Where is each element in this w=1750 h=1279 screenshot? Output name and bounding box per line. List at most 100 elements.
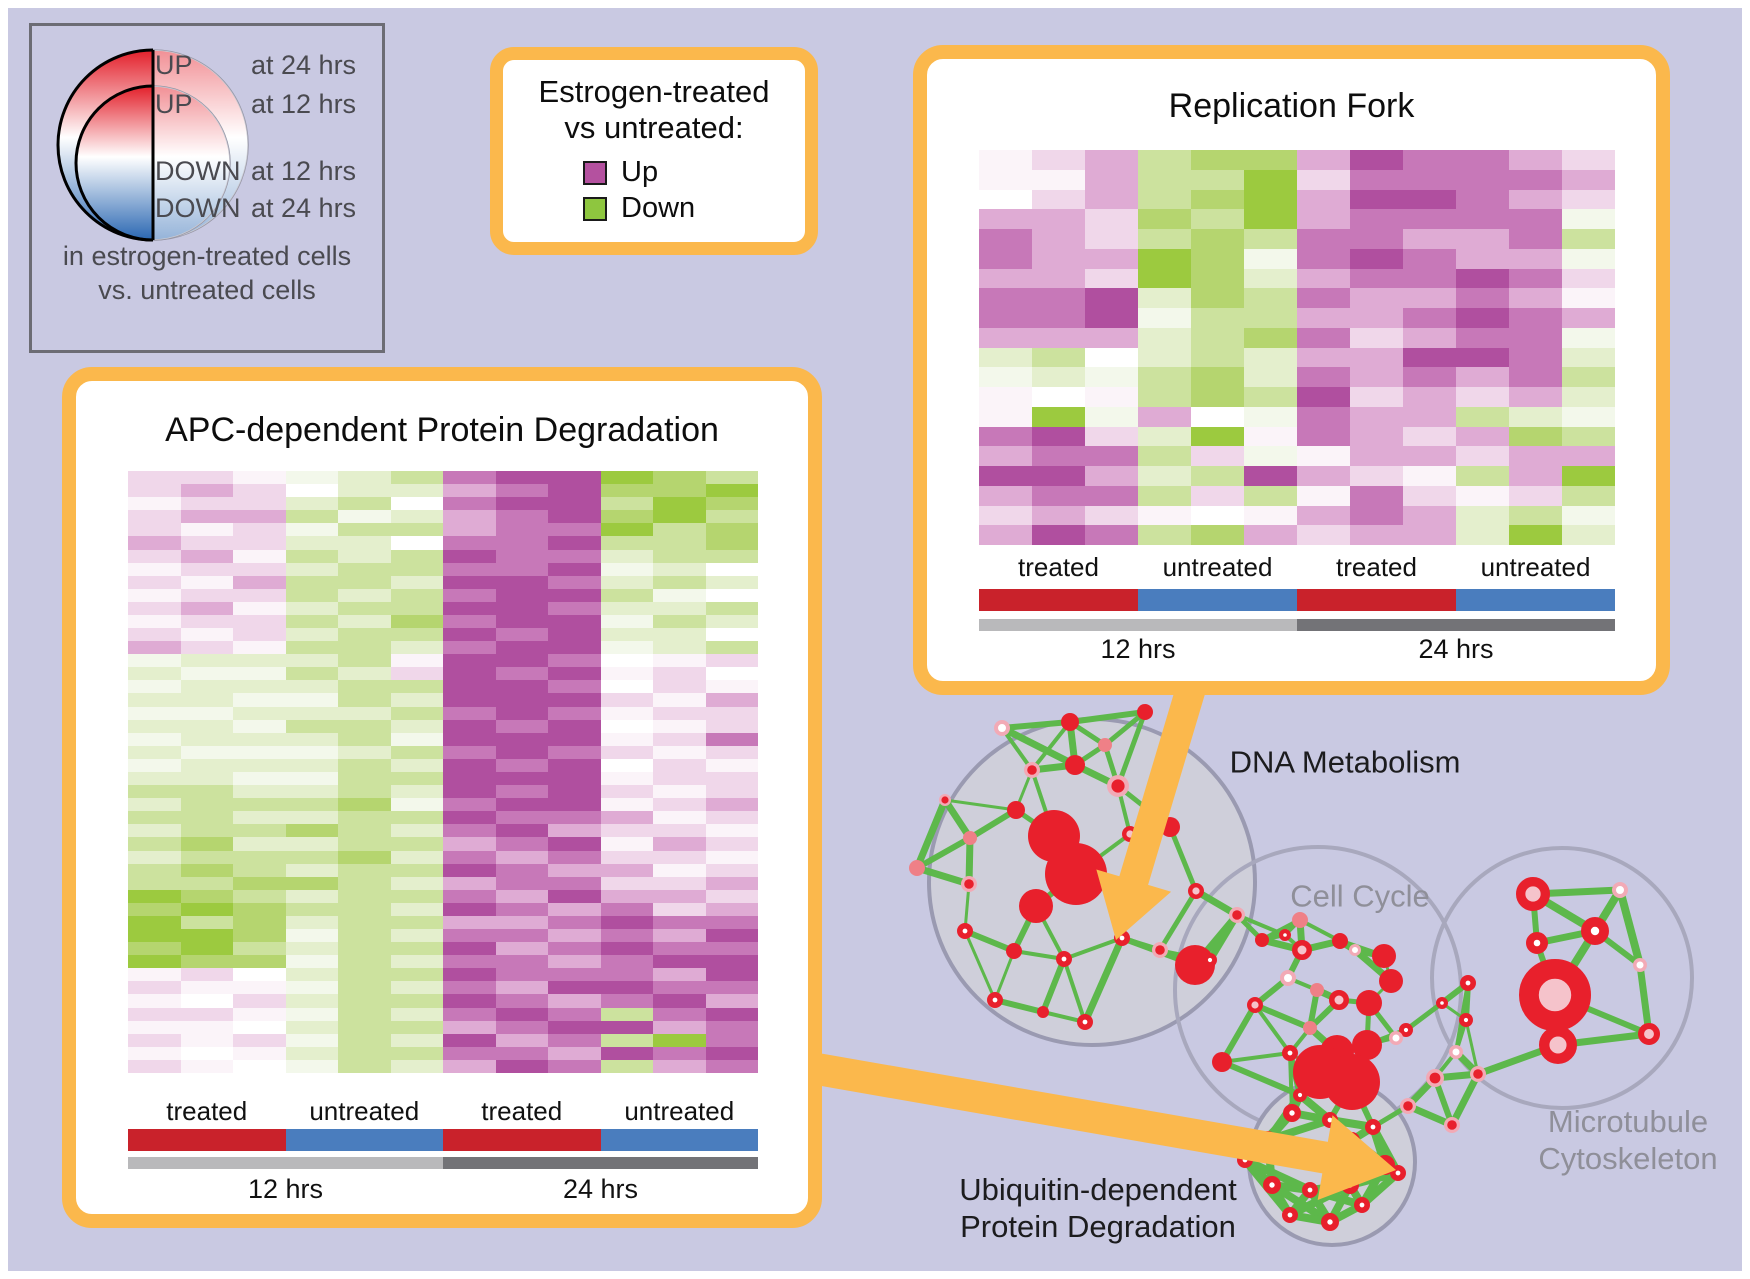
heatmap-cell bbox=[180, 601, 233, 615]
network-edge bbox=[1253, 1002, 1312, 1031]
network-edge bbox=[1103, 710, 1147, 747]
heatmap-cell bbox=[1138, 485, 1191, 506]
heatmap-cell bbox=[338, 641, 391, 655]
heatmap-cell bbox=[128, 719, 181, 733]
heatmap-cell bbox=[233, 798, 286, 812]
heatmap-cell bbox=[1456, 248, 1509, 269]
heatmap-cell bbox=[128, 850, 181, 864]
heatmap-cell bbox=[285, 968, 338, 982]
network-node bbox=[1429, 1072, 1441, 1084]
heatmap-cell bbox=[705, 667, 758, 681]
heatmap-cell bbox=[285, 628, 338, 642]
heatmap-cell bbox=[705, 601, 758, 615]
heatmap-cell bbox=[653, 758, 706, 772]
heatmap-cell bbox=[600, 968, 653, 982]
heatmap-cell bbox=[390, 510, 443, 524]
down-swatch bbox=[583, 196, 607, 221]
heatmap-cell bbox=[495, 693, 548, 707]
heatmap-cell bbox=[1191, 485, 1244, 506]
network-node bbox=[1292, 912, 1308, 928]
heatmap-cell bbox=[390, 719, 443, 733]
heatmap-cell bbox=[338, 758, 391, 772]
heatmap-cell bbox=[653, 889, 706, 903]
heatmap-cell bbox=[495, 549, 548, 563]
network-node bbox=[1019, 889, 1053, 923]
heatmap-cell bbox=[548, 968, 601, 982]
network-node bbox=[1435, 996, 1448, 1009]
heatmap-cell bbox=[705, 889, 758, 903]
heatmap-cell bbox=[1191, 189, 1244, 210]
heatmap-cell bbox=[443, 588, 496, 602]
heatmap-cell bbox=[1138, 209, 1191, 229]
network-node bbox=[956, 922, 973, 939]
heatmap-cell bbox=[128, 1020, 181, 1034]
heatmap-cell bbox=[705, 641, 758, 655]
heatmap-cell bbox=[600, 850, 653, 864]
heatmap-cell bbox=[1032, 446, 1085, 466]
heatmap-cell bbox=[443, 785, 496, 799]
heatmap-cell bbox=[180, 785, 233, 799]
network-edge bbox=[944, 798, 1017, 812]
heatmap-cell bbox=[600, 588, 653, 602]
heatmap-cell bbox=[180, 575, 233, 589]
heatmap-cell bbox=[338, 575, 391, 589]
heatmap-cell bbox=[1032, 387, 1085, 407]
heatmap-cell bbox=[979, 209, 1032, 229]
heatmap-cell bbox=[180, 798, 233, 812]
heatmap-cell bbox=[180, 1046, 233, 1060]
heatmap-cell bbox=[338, 798, 391, 812]
heatmap-cell bbox=[1032, 347, 1085, 368]
heatmap-cell bbox=[390, 968, 443, 982]
heatmap-cell bbox=[495, 497, 548, 511]
heatmap-cell bbox=[1297, 347, 1350, 368]
heatmap-cell bbox=[180, 929, 233, 943]
heatmap-cell bbox=[390, 654, 443, 668]
heatmap-cell bbox=[1456, 229, 1509, 249]
heatmap-cell bbox=[1085, 367, 1138, 387]
heatmap-cell bbox=[180, 523, 233, 537]
heatmap-cell bbox=[600, 654, 653, 668]
callout-arrow bbox=[797, 1050, 1396, 1200]
heatmap-cell bbox=[979, 327, 1032, 348]
heatmap-cell bbox=[495, 863, 548, 877]
heatmap-cell bbox=[600, 785, 653, 799]
heatmap-cell bbox=[390, 667, 443, 681]
heatmap-cell bbox=[233, 680, 286, 694]
heatmap-cell bbox=[338, 549, 391, 563]
heatmap-cell bbox=[979, 406, 1032, 427]
replication-fork-col-labels: treated untreated treated untreated bbox=[979, 552, 1615, 586]
heatmap-cell bbox=[1032, 288, 1085, 308]
ring-legend-graphic bbox=[56, 48, 249, 242]
heatmap-cell bbox=[1403, 406, 1456, 427]
heatmap-cell bbox=[653, 471, 706, 485]
cluster-circle-mc bbox=[1430, 846, 1694, 1110]
heatmap-cell bbox=[390, 575, 443, 589]
heatmap-cell bbox=[705, 654, 758, 668]
heatmap-cell bbox=[600, 667, 653, 681]
heatmap-cell bbox=[390, 772, 443, 786]
heatmap-cell bbox=[285, 641, 338, 655]
heatmap-cell bbox=[548, 850, 601, 864]
heatmap-cell bbox=[1350, 347, 1403, 368]
network-node bbox=[1061, 713, 1079, 731]
heatmap-cell bbox=[1244, 150, 1297, 170]
heatmap-cell bbox=[1244, 367, 1297, 387]
heatmap-cell bbox=[979, 268, 1032, 289]
heatmap-cell bbox=[1350, 387, 1403, 407]
heatmap-cell bbox=[653, 1007, 706, 1021]
heatmap-cell bbox=[128, 1033, 181, 1047]
heatmap-cell bbox=[1403, 367, 1456, 387]
heatmap-cell bbox=[1403, 248, 1456, 269]
heatmap-cell bbox=[390, 562, 443, 576]
heatmap-cell bbox=[979, 308, 1032, 328]
heatmap-cell bbox=[548, 641, 601, 655]
heatmap-cell bbox=[390, 588, 443, 602]
network-node bbox=[1280, 970, 1296, 986]
heatmap-cell bbox=[1191, 288, 1244, 308]
heatmap-cell bbox=[1032, 525, 1085, 545]
heatmap-cell bbox=[180, 942, 233, 956]
heatmap-cell bbox=[233, 471, 286, 485]
heatmap-cell bbox=[653, 824, 706, 838]
heatmap-cell bbox=[1244, 308, 1297, 328]
heatmap-cell bbox=[1350, 308, 1403, 328]
